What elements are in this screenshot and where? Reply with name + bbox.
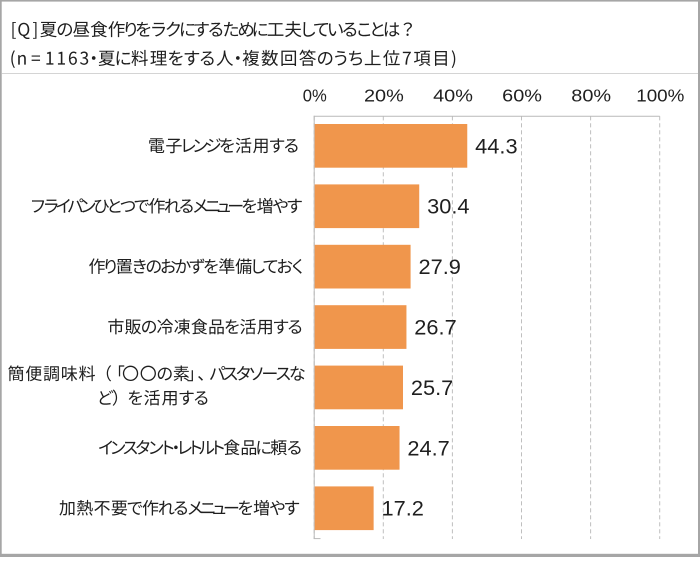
- svg-text:26.7: 26.7: [414, 315, 456, 340]
- svg-text:60%: 60%: [502, 85, 542, 105]
- svg-text:17.2: 17.2: [382, 496, 424, 521]
- svg-text:27.9: 27.9: [419, 254, 461, 279]
- svg-text:20%: 20%: [364, 85, 404, 105]
- svg-text:40%: 40%: [433, 85, 473, 105]
- svg-text:24.7: 24.7: [407, 435, 449, 460]
- svg-text:25.7: 25.7: [411, 375, 453, 400]
- svg-text:44.3: 44.3: [475, 133, 517, 158]
- svg-text:100%: 100%: [636, 85, 684, 105]
- svg-text:80%: 80%: [571, 85, 611, 105]
- svg-text:0%: 0%: [303, 85, 327, 105]
- svg-text:30.4: 30.4: [427, 194, 469, 219]
